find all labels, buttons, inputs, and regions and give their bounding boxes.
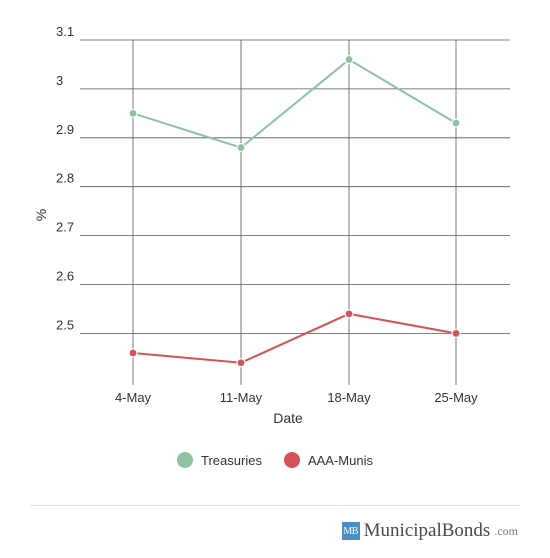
legend-swatch-treasuries bbox=[177, 452, 194, 468]
legend-label-treasuries: Treasuries bbox=[201, 452, 262, 468]
data-point-aaa-munis bbox=[344, 309, 354, 319]
y-tick-label: 2.6 bbox=[56, 269, 74, 284]
data-point-aaa-munis bbox=[128, 348, 138, 358]
data-point-aaa-munis bbox=[451, 328, 461, 338]
x-tick-label: 4-May bbox=[115, 390, 152, 405]
brand-tld: .com bbox=[494, 523, 518, 538]
data-point-aaa-munis bbox=[236, 358, 246, 368]
brand-logo-icon: MB bbox=[341, 522, 360, 540]
legend-label-aaa-munis: AAA-Munis bbox=[307, 452, 373, 468]
x-tick-label: 18-May bbox=[327, 390, 371, 405]
y-axis-title: % bbox=[33, 209, 49, 221]
y-tick-label: 2.5 bbox=[56, 317, 74, 332]
y-tick-label: 2.8 bbox=[56, 171, 74, 186]
x-tick-label: 11-May bbox=[220, 390, 263, 405]
legend-swatch-aaa-munis bbox=[283, 452, 300, 468]
series-line-aaa-munis bbox=[132, 312, 457, 364]
legend: Treasuries AAA-Munis bbox=[0, 452, 550, 468]
x-axis-title: Date bbox=[273, 410, 303, 426]
data-point-treasuries bbox=[344, 54, 354, 65]
brand-name: MunicipalBonds bbox=[363, 520, 491, 541]
y-tick-label: 3 bbox=[56, 73, 63, 88]
footer-divider bbox=[30, 505, 520, 506]
data-point-treasuries bbox=[451, 118, 461, 128]
x-tick-label: 25-May bbox=[434, 390, 478, 405]
brand-watermark[interactable]: MB MunicipalBonds .com bbox=[341, 520, 518, 542]
series-line-treasuries bbox=[132, 58, 457, 149]
legend-item-aaa-munis[interactable]: AAA-Munis bbox=[283, 452, 373, 468]
line-chart: 2.5 2.6 2.7 2.8 2.9 3 3.1 4-May 11-May 18-May 25-M… bbox=[33, 24, 510, 426]
data-point-treasuries bbox=[128, 108, 138, 118]
y-tick-label: 2.9 bbox=[56, 122, 74, 137]
legend-item-treasuries[interactable]: Treasuries bbox=[177, 452, 262, 468]
y-tick-label: 3.1 bbox=[56, 24, 74, 39]
y-tick-label: 2.7 bbox=[56, 220, 74, 235]
data-point-treasuries bbox=[236, 142, 246, 153]
